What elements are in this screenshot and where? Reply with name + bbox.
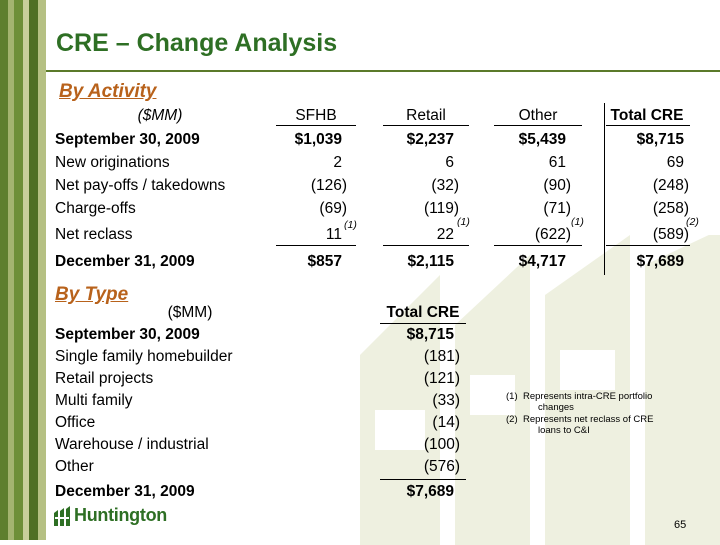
type-total-value: (576) [423, 458, 460, 475]
type-total-value: (33) [432, 392, 460, 409]
type-total-value: (181) [423, 348, 460, 365]
activity-total-value: (589) [652, 226, 689, 243]
activity-total-value: $7,689 [636, 253, 684, 270]
activity-other-value: $5,439 [518, 131, 566, 148]
activity-sfhb-value: 11 [325, 226, 342, 243]
type-row-label: September 30, 2009 [55, 326, 200, 343]
huntington-logo: Huntington [54, 505, 167, 526]
activity-total-value: 69 [666, 154, 684, 171]
activity-row-label: Charge-offs [55, 200, 136, 217]
type-total-value: $8,715 [406, 326, 454, 343]
activity-retail-value: 22 [436, 226, 454, 243]
title-rule [46, 70, 720, 72]
footnote-marker: (1) [344, 219, 357, 231]
type-header-rule [380, 323, 466, 324]
type-row-label: Office [55, 414, 96, 431]
footnote-marker: (1) [571, 216, 584, 228]
type-total-value: (14) [432, 414, 460, 431]
activity-row-label: September 30, 2009 [55, 131, 200, 148]
activity-sfhb-value: $857 [307, 253, 342, 270]
activity-retail-value: (119) [423, 200, 459, 217]
type-total-value: $7,689 [406, 483, 454, 500]
activity-retail-value: $2,237 [406, 131, 454, 148]
decorative-stripes [0, 0, 46, 540]
activity-row-label: December 31, 2009 [55, 253, 195, 270]
footnote-marker: (1) [457, 216, 470, 228]
activity-sfhb-value: 2 [333, 154, 342, 171]
activity-total-rule [494, 245, 582, 246]
total-column-divider [604, 103, 605, 275]
huntington-logo-icon [54, 505, 70, 526]
footnote-text: Represents intra-CRE portfolio [523, 391, 653, 402]
page-title: CRE – Change Analysis [56, 29, 338, 57]
activity-header-sfhb: SFHB [295, 107, 337, 124]
activity-total-rule [606, 245, 690, 246]
activity-row-label: New originations [55, 154, 170, 171]
activity-header-rule [276, 125, 356, 126]
type-header-units: ($MM) [167, 304, 213, 321]
activity-sfhb-value: (126) [310, 177, 347, 194]
by-activity-heading: By Activity [59, 81, 157, 102]
activity-row-label: Net pay-offs / takedowns [55, 177, 226, 194]
type-row-label: Multi family [55, 392, 133, 409]
type-row-label: Retail projects [55, 370, 154, 387]
type-total-value: (121) [423, 370, 460, 387]
logo-text: Huntington [74, 505, 167, 525]
footnote-text: changes [538, 402, 574, 413]
type-row-label: December 31, 2009 [55, 483, 195, 500]
activity-header-total: Total CRE [610, 107, 684, 124]
activity-sfhb-value: (69) [319, 200, 347, 217]
footnote-number: (1) [506, 391, 518, 402]
activity-total-rule [383, 245, 469, 246]
activity-retail-value: 6 [445, 154, 454, 171]
by-type-heading: By Type [55, 284, 129, 305]
activity-row-label: Net reclass [55, 226, 133, 243]
footnote-text: Represents net reclass of CRE [523, 414, 654, 425]
activity-other-value: $4,717 [518, 253, 566, 270]
footnote-marker: (2) [686, 216, 699, 228]
type-row-label: Other [55, 458, 94, 475]
activity-header-rule [494, 125, 582, 126]
activity-total-value: (248) [652, 177, 689, 194]
activity-total-rule [276, 245, 356, 246]
footnote-number: (2) [506, 414, 518, 425]
activity-other-value: 61 [548, 154, 566, 171]
footnote-text: loans to C&I [538, 425, 590, 436]
type-header-total: Total CRE [386, 304, 460, 321]
type-total-value: (100) [423, 436, 460, 453]
activity-retail-value: $2,115 [407, 253, 454, 270]
type-row-label: Single family homebuilder [55, 348, 233, 365]
activity-total-value: (258) [652, 200, 689, 217]
activity-header-units: ($MM) [137, 107, 183, 124]
activity-header-rule [606, 125, 690, 126]
type-total-rule [380, 479, 466, 480]
activity-total-value: $8,715 [636, 131, 684, 148]
activity-header-retail: Retail [406, 107, 446, 124]
activity-retail-value: (32) [431, 177, 459, 194]
activity-other-value: (90) [543, 177, 571, 194]
activity-other-value: (71) [543, 200, 571, 217]
page-number: 65 [674, 519, 687, 531]
activity-header-other: Other [518, 107, 558, 124]
activity-sfhb-value: $1,039 [294, 131, 342, 148]
type-row-label: Warehouse / industrial [55, 436, 209, 453]
activity-other-value: (622) [534, 226, 571, 243]
activity-header-rule [383, 125, 469, 126]
